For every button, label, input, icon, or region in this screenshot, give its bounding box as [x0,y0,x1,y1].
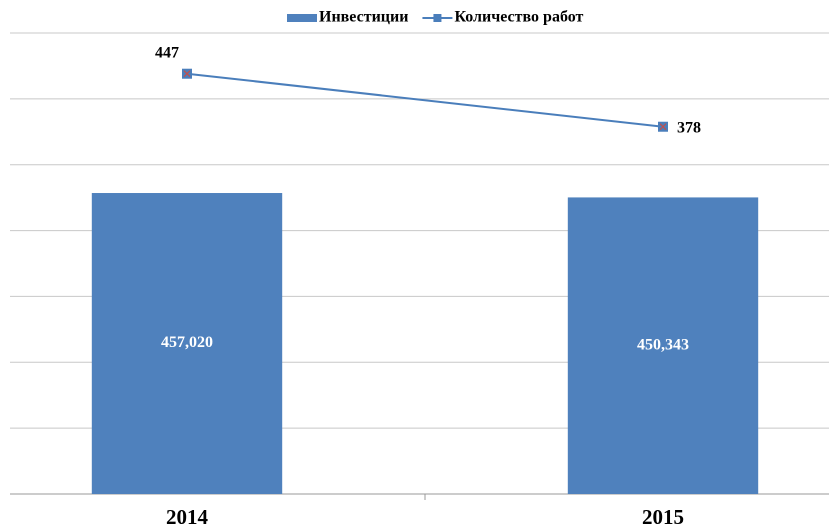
legend-label: Инвестиции [319,9,408,26]
line [186,72,664,128]
x-tick-label: 2015 [642,505,684,529]
bar-value-label: 450,343 [637,336,689,353]
bar [91,193,283,494]
x-tick-label: 2014 [166,505,209,529]
legend-swatch [287,14,317,22]
marker-cross [183,70,191,78]
marker-cross [659,123,667,131]
legend-label: Количество работ [454,9,583,26]
bar-value-label: 457,020 [161,334,213,351]
bar [567,197,759,494]
legend-marker [433,14,442,22]
line-value-label: 447 [155,44,179,61]
line-value-label: 378 [677,119,701,136]
